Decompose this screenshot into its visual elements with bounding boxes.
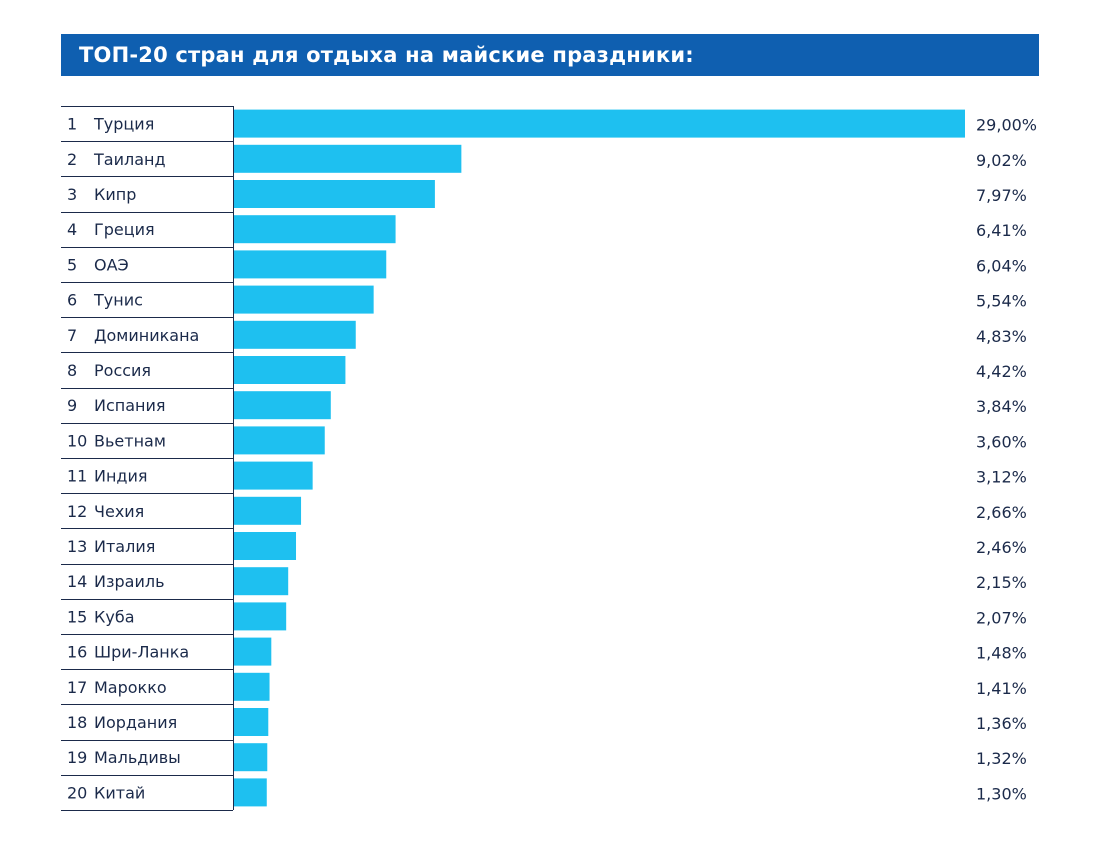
row-country-name: Марокко — [94, 678, 167, 697]
value-label: 4,83% — [976, 327, 1027, 346]
value-label: 3,60% — [976, 432, 1027, 451]
bar-16 — [234, 637, 272, 666]
value-label: 1,36% — [976, 714, 1027, 733]
value-label: 4,42% — [976, 362, 1027, 381]
row-rank: 13 — [67, 537, 87, 556]
row-country-name: Израиль — [94, 572, 165, 591]
bar-9 — [234, 391, 331, 420]
bar-2 — [234, 144, 462, 173]
value-label: 2,07% — [976, 608, 1027, 627]
row-rank: 10 — [67, 431, 87, 450]
row-rank: 8 — [67, 361, 77, 380]
row-rank: 2 — [67, 150, 77, 169]
bar-18 — [234, 708, 269, 736]
row-country-name: Таиланд — [93, 150, 166, 169]
row-rank: 15 — [67, 607, 87, 626]
bar-20 — [234, 778, 267, 807]
value-label: 29,00% — [976, 116, 1037, 135]
row-rank: 11 — [67, 467, 87, 486]
row-country-name: Мальдивы — [94, 748, 181, 767]
value-label: 1,41% — [976, 679, 1027, 698]
row-country-name: Куба — [94, 607, 135, 626]
value-label: 3,84% — [976, 397, 1027, 416]
value-label: 6,04% — [976, 256, 1027, 275]
row-country-name: Иордания — [94, 713, 177, 732]
value-label: 2,66% — [976, 503, 1027, 522]
value-label: 3,12% — [976, 468, 1027, 487]
row-country-name: Турция — [93, 115, 154, 134]
bar-7 — [234, 320, 356, 349]
bar-8 — [234, 356, 346, 384]
row-rank: 1 — [67, 115, 77, 134]
row-rank: 17 — [67, 678, 87, 697]
bar-14 — [234, 567, 289, 596]
row-country-name: Италия — [94, 537, 155, 556]
bar-1 — [234, 109, 965, 138]
row-country-name: Индия — [94, 467, 148, 486]
value-label: 2,46% — [976, 538, 1027, 557]
row-country-name: Шри-Ланка — [94, 643, 189, 662]
row-rank: 5 — [67, 255, 77, 274]
value-label: 6,41% — [976, 221, 1027, 240]
row-country-name: ОАЭ — [94, 255, 129, 274]
bar-11 — [234, 461, 313, 490]
bar-19 — [234, 743, 268, 772]
row-country-name: Китай — [94, 783, 145, 802]
bar-13 — [234, 532, 297, 560]
bar-3 — [234, 180, 435, 208]
row-rank: 9 — [67, 396, 77, 415]
value-label: 2,15% — [976, 573, 1027, 592]
value-label: 9,02% — [976, 151, 1027, 170]
row-rank: 7 — [67, 326, 77, 345]
bar-15 — [234, 602, 287, 631]
bar-12 — [234, 496, 302, 525]
row-rank: 20 — [67, 783, 87, 802]
row-country-name: Вьетнам — [94, 431, 166, 450]
row-rank: 19 — [67, 748, 87, 767]
row-country-name: Чехия — [94, 502, 144, 521]
row-country-name: Кипр — [94, 185, 136, 204]
row-rank: 3 — [67, 185, 77, 204]
value-label: 1,48% — [976, 644, 1027, 663]
row-rank: 12 — [67, 502, 87, 521]
row-country-name: Испания — [94, 396, 166, 415]
value-label: 5,54% — [976, 292, 1027, 311]
value-label: 7,97% — [976, 186, 1027, 205]
row-country-name: Доминикана — [94, 326, 199, 345]
bar-6 — [234, 285, 374, 314]
row-rank: 4 — [67, 220, 77, 239]
bar-10 — [234, 426, 325, 455]
row-rank: 6 — [67, 291, 77, 310]
row-country-name: Тунис — [93, 291, 143, 310]
row-country-name: Греция — [94, 220, 155, 239]
chart-title: ТОП-20 стран для отдыха на майские празд… — [61, 34, 1039, 76]
value-label: 1,30% — [976, 784, 1027, 803]
value-label: 1,32% — [976, 749, 1027, 768]
row-rank: 14 — [67, 572, 87, 591]
row-country-name: Россия — [94, 361, 151, 380]
row-rank: 18 — [67, 713, 87, 732]
bar-5 — [234, 250, 387, 279]
row-rank: 16 — [67, 643, 87, 662]
bar-17 — [234, 672, 270, 701]
bar-4 — [234, 215, 396, 244]
